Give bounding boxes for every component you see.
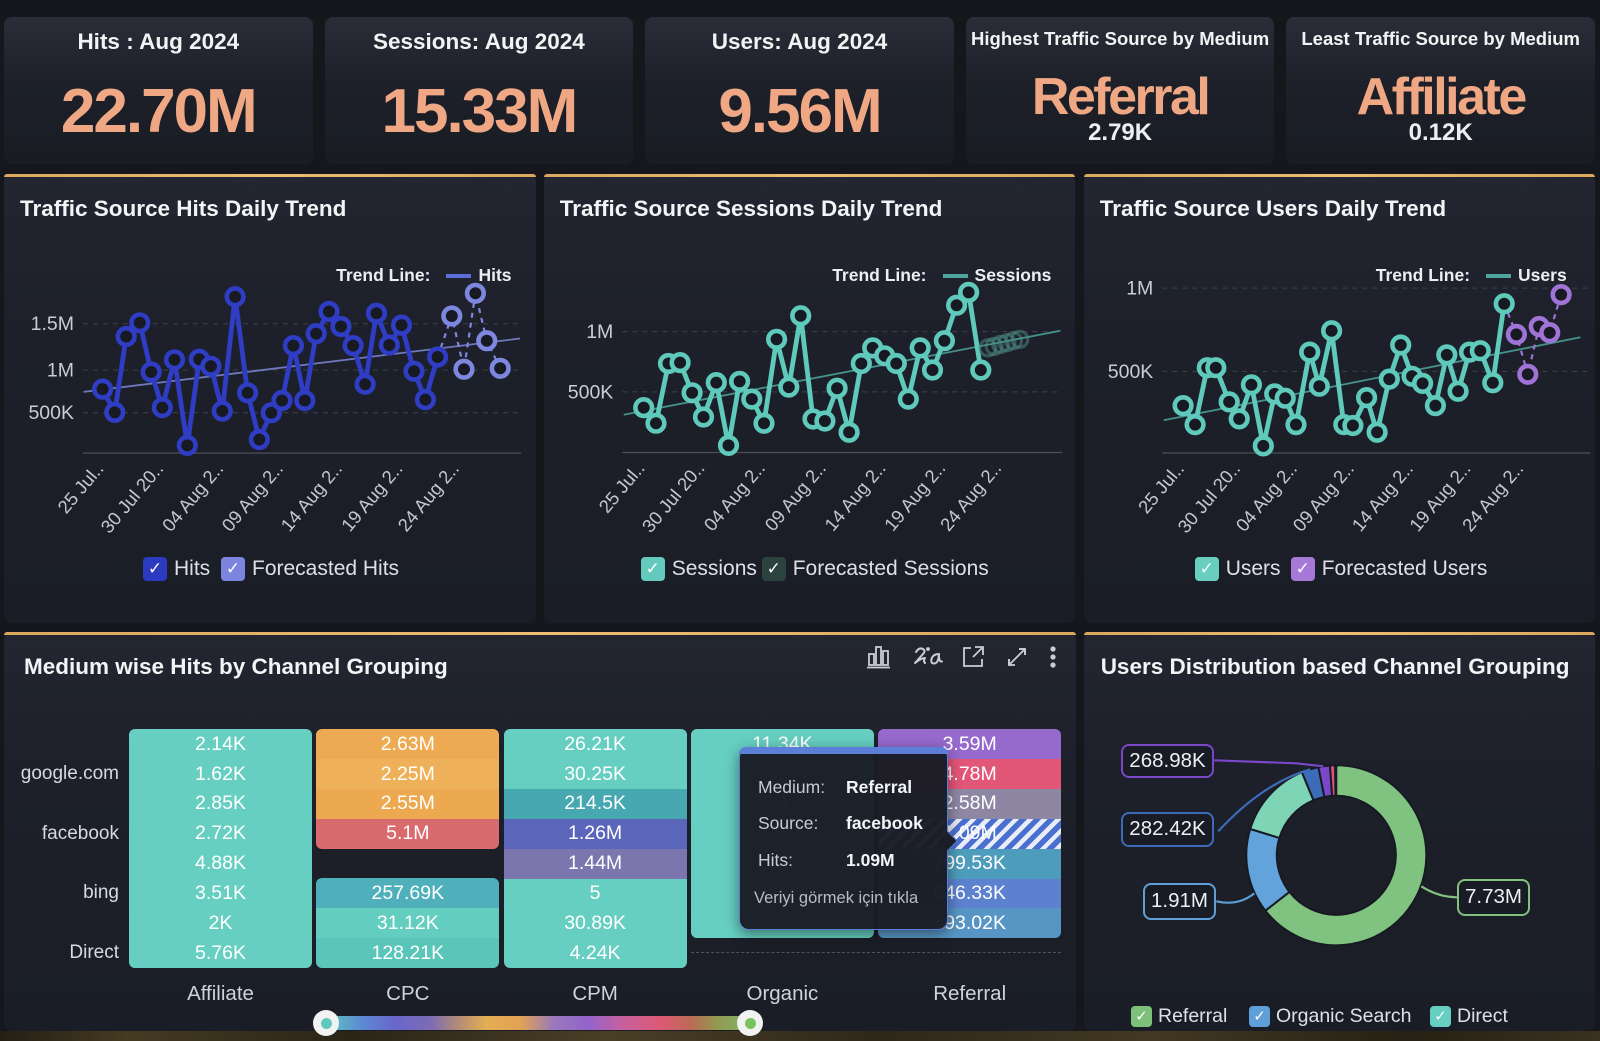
svg-text:25 Jul..: 25 Jul..: [53, 459, 107, 518]
svg-text:1M: 1M: [586, 321, 613, 343]
svg-text:04 Aug 2..: 04 Aug 2..: [158, 459, 228, 536]
svg-text:09 Aug 2..: 09 Aug 2..: [217, 459, 287, 536]
svg-text:25 Jul..: 25 Jul..: [1133, 458, 1187, 517]
svg-text:14 Aug 2..: 14 Aug 2..: [276, 459, 346, 536]
svg-text:30 Jul 20..: 30 Jul 20..: [637, 458, 708, 537]
svg-text:25 Jul..: 25 Jul..: [594, 458, 648, 517]
svg-text:500K: 500K: [28, 403, 74, 425]
svg-text:1M: 1M: [47, 360, 74, 382]
svg-text:09 Aug 2..: 09 Aug 2..: [760, 458, 830, 535]
svg-text:500K: 500K: [1107, 361, 1153, 383]
svg-text:500K: 500K: [567, 382, 613, 404]
svg-text:14 Aug 2..: 14 Aug 2..: [820, 458, 890, 535]
svg-text:30 Jul 20..: 30 Jul 20..: [96, 459, 167, 538]
svg-text:1.5M: 1.5M: [31, 314, 74, 336]
svg-text:1M: 1M: [1126, 278, 1153, 300]
svg-text:04 Aug 2..: 04 Aug 2..: [699, 458, 769, 535]
